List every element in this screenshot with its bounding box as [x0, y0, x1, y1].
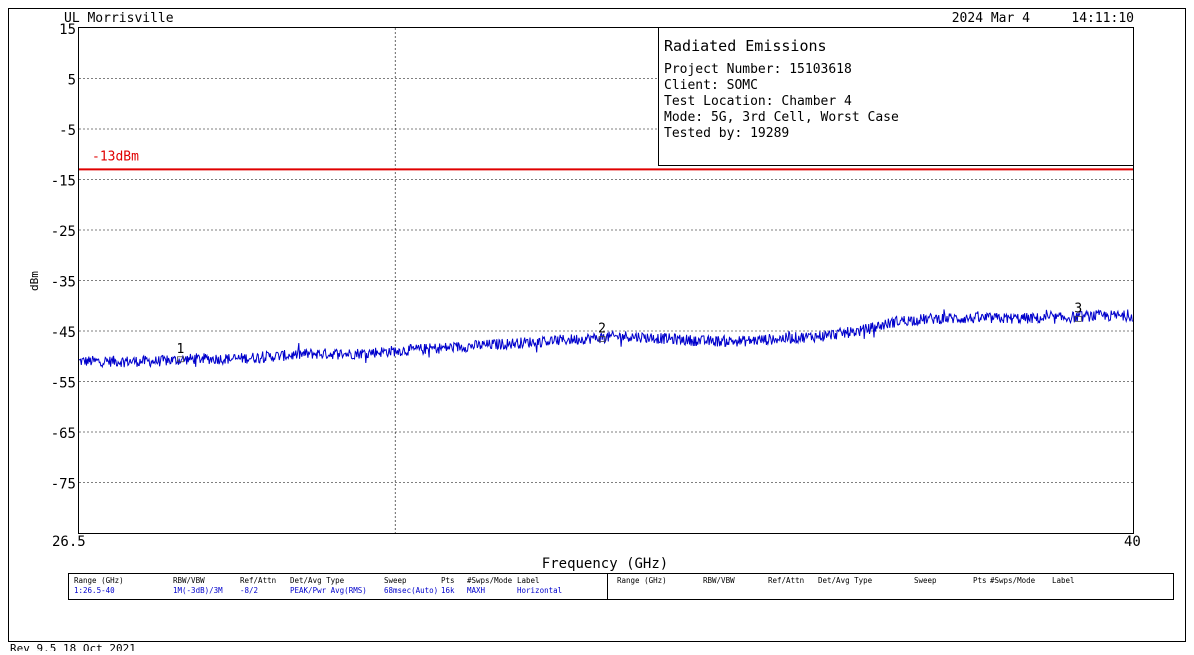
settings-header: Pts [441, 576, 455, 585]
settings-header-right: #Swps/Mode [990, 576, 1036, 585]
settings-value: MAXH [467, 586, 486, 595]
settings-header: RBW/VBW [173, 576, 205, 585]
settings-value: 68msec(Auto) [384, 586, 438, 595]
settings-header-right: RBW/VBW [703, 576, 735, 585]
info-line-location: Test Location: Chamber 4 [664, 94, 852, 109]
settings-header: Range (GHz) [74, 576, 124, 585]
marker-box [1074, 315, 1082, 322]
y-tick-label: -65 [51, 426, 76, 442]
y-tick-label: -5 [59, 123, 76, 139]
site-label: UL Morrisville [64, 11, 174, 26]
trace-markers: 1 2 3 [176, 301, 1082, 363]
info-line-project: Project Number: 15103618 [664, 62, 852, 77]
settings-value: -8/2 [240, 586, 258, 595]
marker-label: 3 [1074, 301, 1082, 316]
settings-header: Det/Avg Type [290, 576, 345, 585]
outer-frame [8, 8, 1186, 642]
settings-value: 16k [441, 586, 455, 595]
info-box [658, 27, 1134, 166]
time-label: 14:11:10 [1071, 11, 1134, 26]
settings-header: Sweep [384, 576, 407, 585]
revision-label: Rev 9.5 18 Oct 2021 [10, 642, 136, 651]
settings-header: Label [517, 576, 540, 585]
x-tick-label-start: 26.5 [52, 534, 86, 550]
y-tick-label: -45 [51, 325, 76, 341]
marker-box [177, 356, 184, 363]
limit-label: -13dBm [92, 149, 139, 164]
x-tick-label-end: 40 [1124, 534, 1141, 550]
settings-value: 1M(-3dB)/3M [173, 586, 223, 595]
y-tick-label: -55 [51, 376, 76, 392]
y-axis-label: dBm [28, 271, 41, 291]
settings-right: Range (GHz) RBW/VBW Ref/Attn Det/Avg Type Sw… [617, 576, 1075, 585]
settings-value: 1:26.5-40 [74, 586, 115, 595]
plot-area [78, 27, 1134, 534]
y-tick-label: 5 [68, 73, 76, 89]
marker-label: 2 [598, 322, 606, 337]
y-tick-label: -25 [51, 224, 76, 240]
y-tick-label: -35 [51, 275, 76, 291]
y-axis-ticks: 15 5 -5 -15 -25 -35 -45 -55 -65 -75 [51, 22, 76, 493]
settings-header-right: Label [1052, 576, 1075, 585]
y-tick-label: -15 [51, 174, 76, 190]
marker-label: 1 [176, 342, 184, 357]
settings-table [68, 573, 1174, 600]
info-line-client: Client: SOMC [664, 78, 758, 93]
settings-value: PEAK/Pwr Avg(RMS) [290, 586, 367, 595]
settings-header: #Swps/Mode [467, 576, 513, 585]
y-tick-label: -75 [51, 477, 76, 493]
settings-header-right: Sweep [914, 576, 937, 585]
info-line-mode: Mode: 5G, 3rd Cell, Worst Case [664, 110, 899, 125]
settings-header-right: Ref/Attn [768, 576, 804, 585]
info-line-tested-by: Tested by: 19289 [664, 126, 789, 141]
settings-header-right: Pts [973, 576, 987, 585]
info-title: Radiated Emissions [664, 37, 827, 55]
series-trace [78, 309, 1134, 369]
settings-header: Ref/Attn [240, 576, 276, 585]
marker-box [598, 336, 606, 342]
settings-header-right: Det/Avg Type [818, 576, 873, 585]
date-label: 2024 Mar 4 [952, 11, 1030, 26]
settings-value: Horizontal [517, 586, 562, 595]
grid [79, 28, 1133, 533]
x-axis-label: Frequency (GHz) [542, 556, 668, 572]
y-tick-label: 15 [59, 22, 76, 38]
settings-header-right: Range (GHz) [617, 576, 667, 585]
